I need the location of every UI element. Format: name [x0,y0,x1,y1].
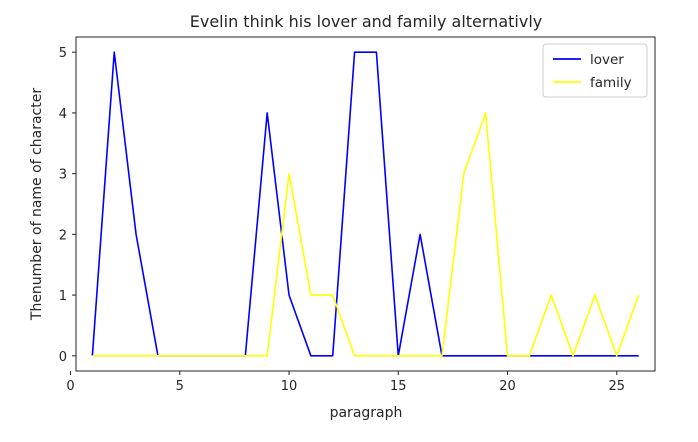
legend-label-family: family [590,75,632,91]
legend-label-lover: lover [590,52,624,68]
y-tick-label: 0 [59,350,67,365]
x-axis-title: paragraph [330,405,403,421]
x-tick-label: 0 [66,379,74,394]
y-tick-label: 5 [59,46,67,61]
x-axis: 0 5 10 15 20 25 [66,371,625,394]
x-tick-label: 10 [281,379,298,394]
x-tick-label: 20 [499,379,516,394]
chart-title: Evelin think his lover and family altern… [190,12,542,31]
series-line-family [92,112,640,357]
y-axis: 0 1 2 3 4 5 [59,46,76,365]
x-tick-label: 25 [608,379,625,394]
x-tick-label: 5 [176,379,184,394]
y-tick-label: 2 [59,228,67,243]
series-lines [91,51,640,357]
y-tick-label: 4 [59,107,67,122]
legend: lover family [542,43,648,98]
y-tick-label: 1 [59,289,67,304]
y-tick-label: 3 [59,168,67,183]
y-axis-title: Thenumber of name of character [29,88,45,321]
x-tick-label: 15 [390,379,407,394]
legend-box [542,43,648,98]
plot-area [75,36,656,372]
